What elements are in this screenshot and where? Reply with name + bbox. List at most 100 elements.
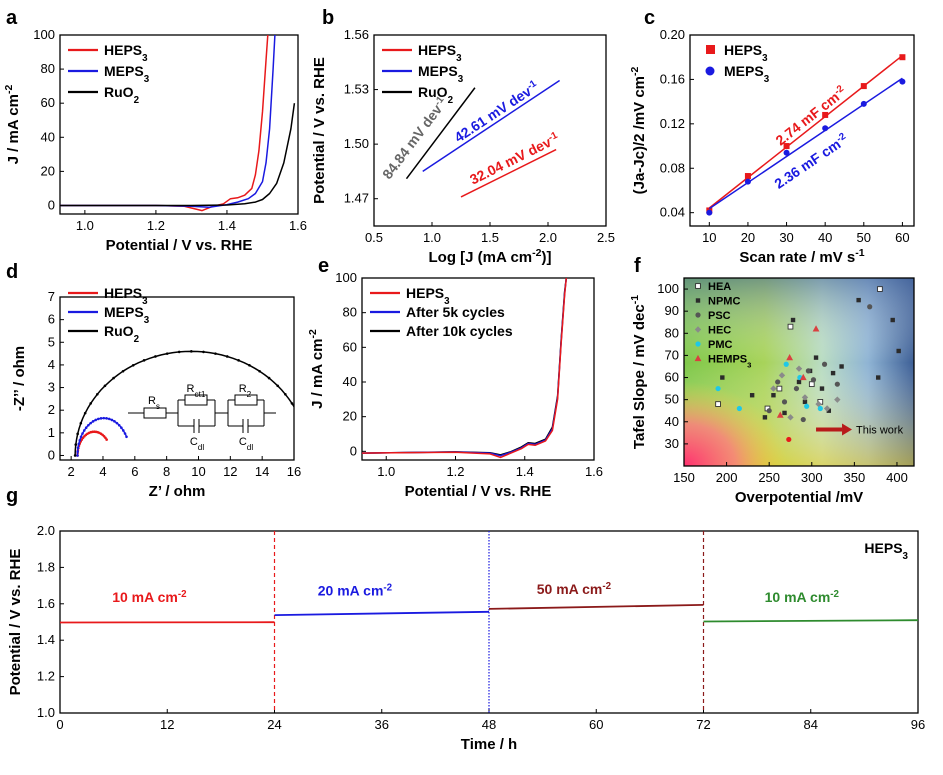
y-tick-label: 40 (41, 129, 55, 144)
nyquist-point (177, 350, 181, 354)
data-point (795, 365, 803, 372)
data-point (822, 125, 829, 132)
data-point (715, 385, 721, 392)
data-point (776, 385, 783, 392)
nyquist-point (78, 438, 82, 442)
x-tick-label: 1.0 (76, 218, 94, 233)
x-tick-label: 40 (818, 230, 832, 245)
legend-label: HEPS3 (104, 285, 148, 307)
x-tick-label: 60 (895, 230, 909, 245)
plot-frame (689, 34, 915, 227)
data-point (813, 355, 819, 360)
nyquist-point (79, 421, 83, 425)
legend-marker (695, 312, 701, 318)
y-tick-label: 1.2 (37, 669, 55, 684)
this-work-label: This work (856, 425, 904, 437)
data-point (826, 408, 832, 413)
nyquist-point (267, 376, 271, 380)
data-point (896, 348, 901, 354)
series-group (362, 278, 568, 459)
x-tick-label: 96 (911, 717, 925, 732)
plot-frame (373, 34, 607, 227)
nyquist-point (103, 384, 107, 388)
nyquist-point (99, 417, 103, 420)
data-point (834, 381, 840, 387)
data-point (776, 411, 784, 418)
equivalent-circuit: Rs Rct1 R2 Cdl Cdl (128, 383, 276, 452)
legend-label: HEPS3 (406, 285, 450, 307)
legend-label: HEC (708, 325, 731, 337)
nyquist-point (76, 446, 80, 450)
stability-segment-3 (703, 619, 919, 623)
nyquist-point (96, 392, 99, 396)
x-tick-label: 1.5 (481, 230, 499, 245)
nyquist-point (123, 432, 127, 435)
data-point (775, 379, 781, 385)
y-tick-label: 20 (41, 163, 55, 178)
x-tick-label: 16 (287, 464, 301, 479)
nyquist-point (214, 352, 217, 355)
resistor-rct1 (184, 394, 208, 406)
data-point (766, 408, 772, 414)
y-tick-label: 100 (335, 270, 357, 285)
nyquist-point (113, 420, 116, 423)
nyquist-point (74, 443, 78, 446)
data-point (808, 381, 815, 388)
data-point (860, 83, 867, 90)
series-line-2 (362, 278, 568, 459)
nyquist-point (91, 420, 95, 423)
panel-b: 0.5 1.0 1.5 2.0 2.5 1.47 1.50 1.53 1.56 Log [J (m… (311, 27, 615, 266)
nyquist-point (77, 442, 81, 446)
y-tick-label: 0.04 (660, 205, 685, 220)
current-density-label-2: 50 mA cm-2 (537, 580, 612, 597)
x-tick-label: 10 (702, 230, 716, 245)
legend-label: HEA (708, 281, 731, 293)
data-point (834, 396, 841, 403)
y-tick-label: 1.0 (37, 705, 55, 720)
this-work-arrow-shaft (816, 427, 843, 432)
series-line-2 (60, 103, 296, 207)
nyquist-point (110, 418, 114, 422)
legend-label: RuO2 (104, 323, 140, 345)
y-tick-label: 3 (48, 380, 55, 395)
nyquist-point (81, 432, 84, 435)
nyquist-point (284, 392, 287, 396)
data-point (856, 297, 861, 303)
x-tick-label: 72 (696, 717, 710, 732)
nyquist-point (105, 417, 108, 420)
data-point (786, 436, 792, 443)
y-tick-label: 4 (48, 357, 55, 372)
data-point (787, 323, 794, 330)
y-tick-label: 1.8 (37, 559, 55, 574)
legend-label: PMC (708, 339, 733, 351)
x-tick-label: 150 (673, 470, 695, 485)
legend-label: NPMC (708, 296, 740, 308)
data-point (744, 173, 751, 180)
y-tick-label: 60 (343, 339, 357, 354)
x-axis-label: Overpotential /mV (735, 489, 863, 506)
panel-f: 150 200 250 300 350 400 30 40 50 60 70 80 90 100 Overp… (629, 277, 915, 506)
data-point (770, 385, 777, 392)
y-tick-label: 0.20 (660, 27, 685, 42)
y-axis-label: Potential / V vs. RHE (311, 57, 328, 204)
nyquist-point (120, 426, 123, 430)
y-tick-label: 2 (48, 402, 55, 417)
current-density-label-3: 10 mA cm-2 (765, 588, 840, 605)
data-point (812, 325, 820, 332)
x-tick-label: 1.6 (289, 218, 307, 233)
x-tick-label: 2 (68, 464, 75, 479)
legend-label: HEPS3 (864, 540, 908, 562)
nyquist-point (84, 426, 88, 430)
x-tick-label: 2.5 (597, 230, 615, 245)
legend-marker (705, 66, 715, 76)
fit-line-0 (708, 54, 903, 209)
data-point (819, 386, 825, 391)
y-tick-label: 0.16 (660, 71, 685, 86)
x-tick-label: 1.4 (218, 218, 236, 233)
nyquist-point (112, 376, 115, 380)
data-point (876, 375, 881, 380)
data-point (817, 405, 823, 412)
data-point (771, 393, 776, 398)
legend-label: MEPS3 (104, 304, 150, 326)
legend-label: PSC (708, 310, 731, 322)
